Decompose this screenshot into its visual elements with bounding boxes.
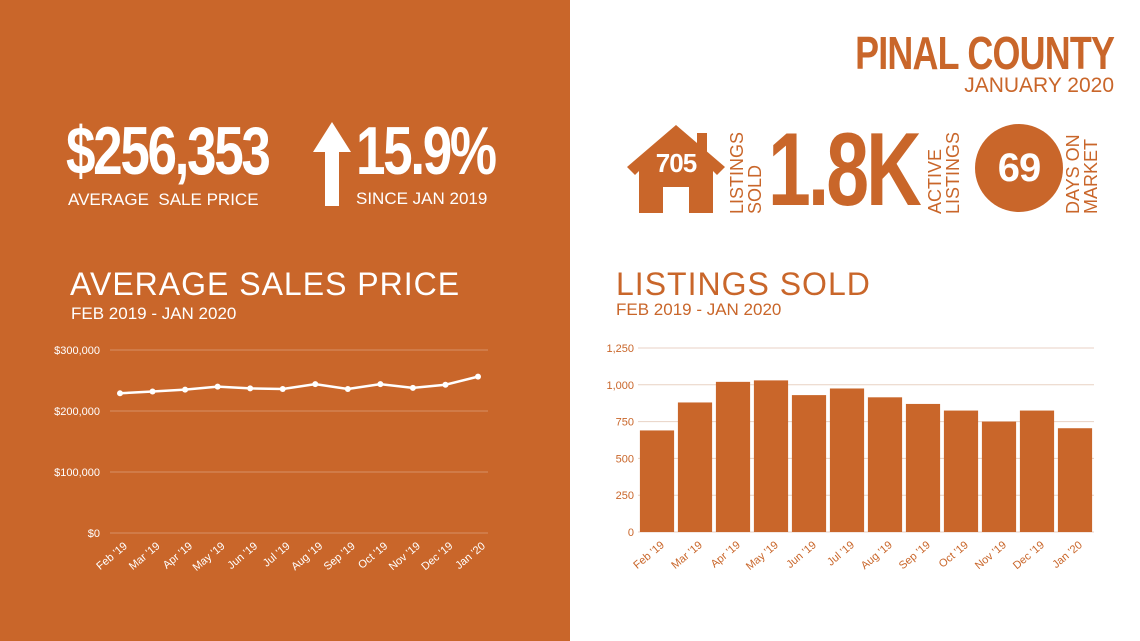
active-listings-label: ACTIVE LISTINGS — [925, 131, 963, 214]
y-tick-label: 500 — [616, 453, 634, 465]
data-point — [377, 381, 384, 388]
x-tick-label: May '19 — [191, 540, 228, 574]
price-change-value: 15.9% — [356, 113, 497, 189]
data-point — [475, 373, 481, 380]
x-tick-label: Dec '19 — [1011, 539, 1047, 572]
data-point — [279, 386, 286, 393]
bar — [981, 421, 1017, 532]
right-chart-title: LISTINGS SOLD — [616, 266, 871, 302]
data-point — [442, 381, 449, 388]
arrow-up-icon — [313, 122, 351, 206]
y-tick-label: 1,250 — [606, 343, 634, 355]
x-tick-label: Sep '19 — [897, 539, 933, 572]
left-panel: $256,353 AVERAGE SALE PRICE 15.9% SINCE … — [0, 0, 570, 641]
x-tick-label: Jan '20 — [453, 540, 488, 572]
x-tick-label: Feb '19 — [631, 539, 667, 572]
data-point — [312, 381, 319, 388]
x-tick-label: Apr '19 — [161, 540, 195, 571]
data-point — [182, 386, 189, 393]
house-icon — [627, 125, 725, 213]
x-tick-label: Apr '19 — [709, 539, 743, 570]
data-point — [149, 388, 156, 395]
days-on-market-label-line-1: DAYS ON — [1063, 134, 1083, 214]
x-tick-label: Dec '19 — [419, 540, 455, 573]
bar — [677, 402, 713, 532]
right-chart-subtitle: FEB 2019 - JAN 2020 — [616, 300, 782, 319]
county-title: PINAL COUNTY — [854, 27, 1115, 79]
bar — [639, 430, 675, 532]
bar — [867, 397, 903, 532]
x-tick-label: Jun '19 — [225, 540, 260, 572]
y-tick-label: $100,000 — [54, 467, 100, 479]
listings-sold-bar-chart: 0 250 500 750 1,000 1,250 Feb '19 Mar '19 Apr '1… — [606, 343, 1094, 573]
data-point — [247, 385, 254, 392]
data-point — [214, 383, 221, 390]
data-point — [344, 386, 351, 393]
days-on-market-label: DAYS ON MARKET — [1063, 134, 1101, 214]
x-tick-label: Aug '19 — [859, 539, 895, 572]
listings-sold-value: 705 — [655, 148, 697, 178]
x-tick-label: Jun '19 — [784, 539, 819, 571]
bar — [1057, 428, 1093, 532]
right-panel: PINAL COUNTY JANUARY 2020 705 LISTINGS S… — [570, 0, 1140, 641]
x-tick-label: Feb '19 — [94, 540, 130, 573]
listings-sold-label-line-2: SOLD — [745, 164, 765, 214]
active-listings-value: 1.8K — [768, 112, 922, 228]
bar — [829, 388, 865, 532]
left-chart-title: AVERAGE SALES PRICE — [70, 266, 461, 302]
listings-sold-label-line-1: LISTINGS — [727, 131, 747, 214]
x-tick-label: Nov '19 — [387, 540, 423, 573]
days-on-market-circle — [975, 124, 1063, 212]
bar — [791, 395, 827, 532]
active-listings-label-line-2: LISTINGS — [943, 131, 963, 214]
x-tick-label: Jul '19 — [825, 539, 857, 568]
y-tick-label: $200,000 — [54, 406, 100, 418]
x-tick-label: Mar '19 — [127, 540, 163, 573]
report-period: JANUARY 2020 — [964, 74, 1114, 97]
bar — [943, 410, 979, 532]
price-change-label: SINCE JAN 2019 — [356, 189, 488, 208]
average-price-value: $256,353 — [66, 113, 271, 189]
x-tick-label: Sep '19 — [322, 540, 358, 573]
data-point — [117, 390, 123, 397]
x-tick-label: Nov '19 — [973, 539, 1009, 572]
days-on-market-label-line-2: MARKET — [1081, 138, 1101, 214]
average-price-label: AVERAGE SALE PRICE — [68, 190, 259, 209]
x-tick-label: Oct '19 — [356, 540, 390, 571]
y-tick-label: $0 — [88, 528, 100, 540]
x-tick-label: Oct '19 — [937, 539, 971, 570]
x-tick-label: Mar '19 — [669, 539, 705, 572]
left-chart-subtitle: FEB 2019 - JAN 2020 — [71, 304, 237, 323]
y-tick-label: 250 — [616, 490, 634, 502]
active-listings-label-line-1: ACTIVE — [925, 148, 945, 214]
y-tick-label: 1,000 — [606, 380, 634, 392]
x-tick-label: Jan '20 — [1050, 539, 1085, 571]
bar — [753, 380, 789, 532]
data-point — [409, 384, 416, 391]
listings-sold-label: LISTINGS SOLD — [727, 131, 765, 214]
y-tick-label: 0 — [628, 527, 634, 539]
bar — [715, 381, 751, 532]
x-tick-label: Jul '19 — [261, 540, 293, 569]
x-tick-label: May '19 — [744, 539, 781, 573]
x-tick-label: Aug '19 — [289, 540, 325, 573]
series-line — [119, 375, 479, 395]
bar — [1019, 410, 1055, 532]
bar — [905, 403, 941, 532]
days-on-market-value: 69 — [997, 146, 1042, 190]
y-tick-label: $300,000 — [54, 345, 100, 357]
y-tick-label: 750 — [616, 417, 634, 429]
